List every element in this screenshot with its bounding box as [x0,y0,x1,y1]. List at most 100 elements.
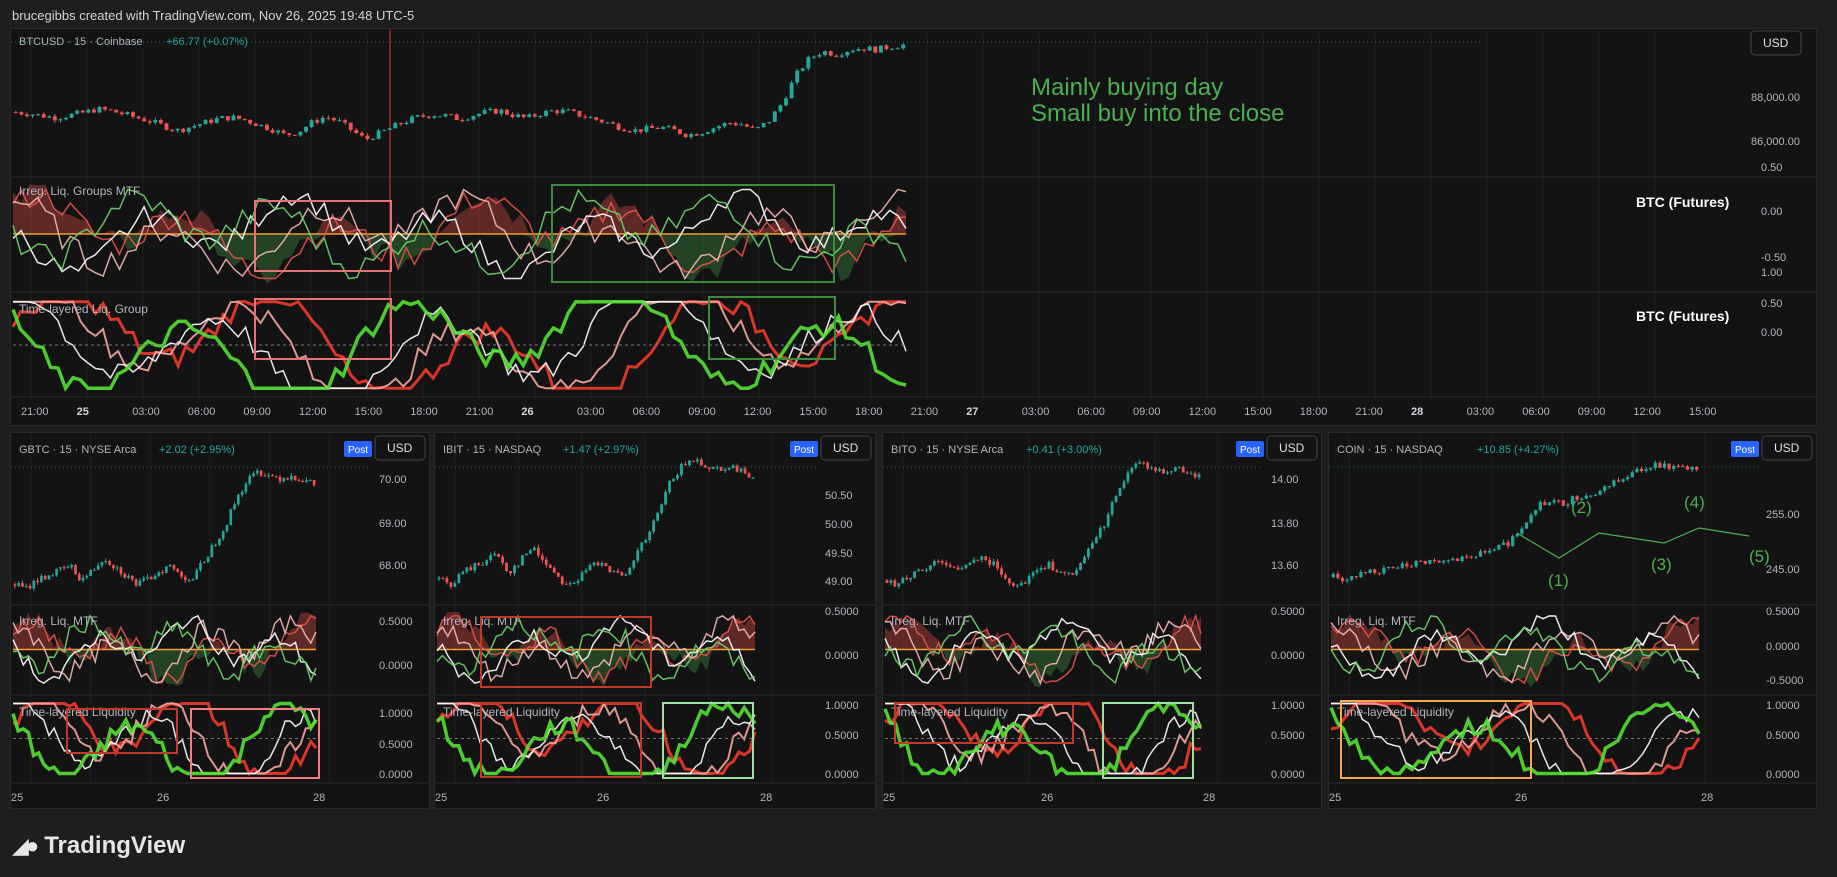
main-btc-candle [69,113,74,118]
main-btc-candle [750,126,755,128]
gbtc-candle [240,491,244,495]
main-btc-candle [532,114,537,117]
coin-candle [1391,566,1395,568]
main-btc-candle [103,106,108,110]
bito-candle [976,559,980,561]
chart-gbtc[interactable]: GBTC · 15 · NYSE Arca +2.02 (+2.95%) Post U… [10,432,430,809]
main-x-tick: 06:00 [188,406,216,418]
bito-irreg-line-2 [884,617,1202,684]
bito-irreg-line-3 [884,615,1202,685]
coin-candle [1529,514,1533,523]
ibit-chart-svg[interactable]: IBIT · 15 · NASDAQ +1.47 (+2.97%) Post USD 5… [435,433,876,809]
main-irreg-y-tick: -0.50 [1761,252,1786,264]
gbtc-highlight-box-0 [66,708,178,754]
coin-chart-svg[interactable]: COIN · 15 · NASDAQ +10.85 (+4.27%) Post USD… [1329,433,1817,809]
bito-candle [925,569,928,571]
ibit-x-tick: 26 [597,792,609,804]
coin-candle [1662,463,1667,468]
bito-candle [1134,463,1138,468]
bito-tl-y-tick: 0.0000 [1271,769,1305,781]
main-x-tick: 21:00 [21,406,49,418]
gbtc-candle [274,476,278,478]
gbtc-candle [47,575,51,580]
main-btc-candle [326,117,331,119]
ibit-x-tick: 28 [760,792,772,804]
bito-irreg-title: Irreg. Liq. MTF [891,614,970,628]
ibit-candle [672,478,675,481]
ibit-candle [544,559,548,565]
chart-coin[interactable]: COIN · 15 · NASDAQ +10.85 (+4.27%) Post USD… [1328,432,1817,809]
main-btc-candle [170,129,175,131]
bito-candle [1008,578,1011,584]
gbtc-candle [233,504,236,510]
main-btc-candle [443,114,448,117]
ibit-candle [497,553,501,557]
main-btc-candle [895,48,900,50]
gbtc-candle [252,473,255,477]
main-btc-candle [644,125,649,132]
tradingview-logo[interactable]: ◢● TradingView [12,832,185,860]
gbtc-post-badge-bg [344,441,372,457]
bito-tl-line-3 [883,700,1202,777]
coin-candle [1414,560,1418,567]
main-chart-svg[interactable]: BTCUSD · 15 · Coinbase +66.77 (+0.07%) Mai… [11,29,1817,426]
main-btc-candle [465,119,470,121]
chart-ibit[interactable]: IBIT · 15 · NASDAQ +1.47 (+2.97%) Post USD 5… [434,432,876,809]
bito-irreg-line-0 [884,613,1202,684]
main-btc-candle [527,114,532,118]
gbtc-chart-svg[interactable]: GBTC · 15 · NYSE Arca +2.02 (+2.95%) Post U… [11,433,430,809]
ibit-candle [453,583,457,587]
gbtc-candle [17,583,21,586]
ibit-candle [513,565,516,574]
bito-y-tick: 13.80 [1271,518,1299,530]
gbtc-irreg-fill-negative [13,649,316,686]
coin-tl-y-tick: 0.0000 [1766,769,1800,781]
gbtc-symbol-title: GBTC · 15 · NYSE Arca [19,444,137,456]
main-btc-candle [131,112,135,117]
main-btc-candle [477,113,481,117]
bito-chart-svg[interactable]: BITO · 15 · NYSE Arca +0.41 (+3.00%) Post U… [883,433,1322,809]
coin-x-tick: 26 [1515,792,1527,804]
bito-candle [1055,570,1059,573]
ibit-candle [572,582,576,584]
main-currency-button: USD [1763,36,1789,50]
ibit-candle [489,555,493,561]
coin-y-tick: 245.00 [1766,564,1800,576]
main-btc-candle [415,115,420,117]
main-btc-candle [393,123,398,129]
main-btc-candle [158,120,163,124]
ibit-candle [680,463,683,476]
main-btc-candle [304,126,308,132]
coin-irreg-line-3 [1330,615,1700,683]
gbtc-candle [123,574,127,578]
main-chart-btcusd[interactable]: BTCUSD · 15 · Coinbase +66.77 (+0.07%) Mai… [10,28,1817,426]
main-x-tick: 15:00 [1244,406,1272,418]
gbtc-candle [142,578,145,581]
main-btc-candle [711,128,716,133]
bito-candle [1130,467,1134,473]
main-btc-candle [678,129,682,134]
ibit-candle [536,547,540,556]
chart-attribution: brucegibbs created with TradingView.com,… [12,8,415,23]
bito-tl-title: Time-layered Liquidity [891,705,1008,719]
coin-candle [1552,500,1556,503]
bito-candle [1039,568,1043,571]
ibit-tl-line-3 [436,700,757,778]
ibit-candle [548,564,552,568]
bito-candle [909,577,913,580]
ibit-candle [715,467,719,469]
main-btc-candle [583,116,588,118]
ibit-tl-title: Time-layered Liquidity [443,705,560,719]
bito-candle [1079,563,1082,571]
main-btc-candle [605,122,610,124]
chart-bito[interactable]: BITO · 15 · NYSE Arca +0.41 (+3.00%) Post U… [882,432,1322,809]
gbtc-candle [286,478,289,480]
main-btc-candle [638,129,643,132]
coin-candle [1363,572,1368,574]
bito-candle [1000,568,1003,575]
main-btc-candle [817,55,822,57]
coin-candle [1603,486,1607,491]
coin-tl-y-tick: 1.0000 [1766,700,1800,712]
gbtc-x-tick: 26 [157,792,169,804]
gbtc-candle [176,569,180,572]
